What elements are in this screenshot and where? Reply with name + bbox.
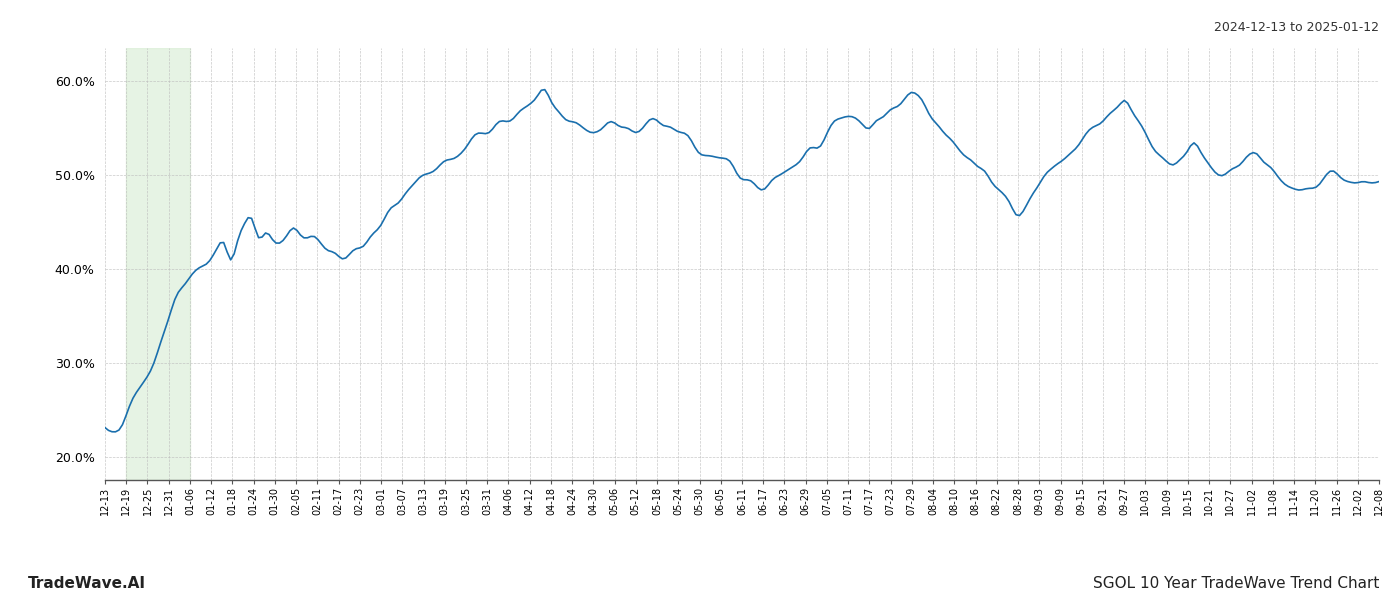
- Text: 2024-12-13 to 2025-01-12: 2024-12-13 to 2025-01-12: [1214, 21, 1379, 34]
- Text: SGOL 10 Year TradeWave Trend Chart: SGOL 10 Year TradeWave Trend Chart: [1092, 576, 1379, 591]
- Bar: [126, 48, 190, 480]
- Text: TradeWave.AI: TradeWave.AI: [28, 576, 146, 591]
